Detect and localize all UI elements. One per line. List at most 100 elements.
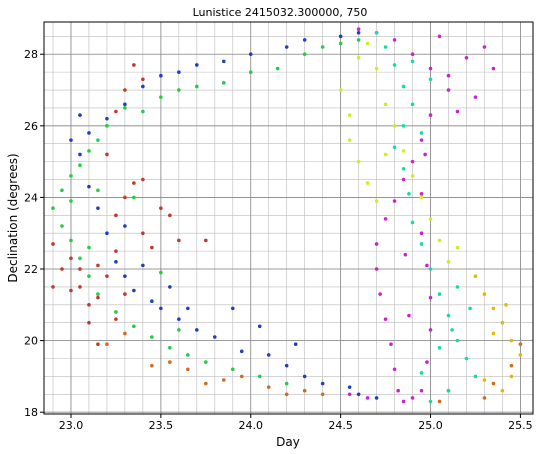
data-point	[468, 306, 472, 311]
data-point	[123, 224, 127, 228]
data-point	[78, 152, 82, 157]
data-point	[383, 102, 388, 107]
data-point	[500, 320, 505, 325]
data-point	[177, 317, 181, 321]
data-point	[123, 106, 127, 110]
data-point	[141, 177, 145, 182]
data-point	[105, 152, 109, 157]
data-point	[141, 77, 145, 82]
axes: 23.0 23.5 24.0 24.5 25.0 25.5 18 20 22 24 26 28	[24, 48, 533, 432]
data-point	[374, 267, 379, 271]
data-point	[407, 313, 411, 318]
data-point	[383, 217, 388, 221]
data-point	[177, 70, 181, 74]
data-point	[455, 338, 460, 343]
data-point	[186, 353, 190, 357]
data-point	[96, 342, 100, 346]
data-point	[266, 353, 271, 357]
data-point	[482, 292, 487, 296]
data-point	[78, 256, 82, 261]
data-point	[401, 124, 406, 128]
x-tick-label: 25.5	[508, 419, 533, 432]
chart-title: Lunistice 2415032.300000, 750	[193, 6, 368, 19]
data-point	[204, 360, 208, 364]
data-point	[150, 363, 154, 368]
data-point	[491, 306, 496, 311]
data-point	[401, 166, 406, 171]
data-point	[383, 317, 388, 321]
data-point	[159, 206, 163, 210]
x-tick-label: 24.0	[238, 419, 263, 432]
data-point	[239, 349, 244, 354]
data-point	[87, 131, 91, 135]
data-point	[419, 388, 424, 393]
data-point	[150, 245, 154, 250]
data-point	[69, 288, 73, 293]
y-tick-label: 26	[24, 120, 38, 133]
data-point	[446, 388, 451, 393]
data-point	[96, 138, 100, 142]
data-point	[392, 145, 397, 150]
data-point	[410, 174, 415, 178]
data-point	[230, 306, 235, 311]
data-point	[320, 45, 325, 49]
data-point	[347, 138, 352, 142]
grid	[44, 22, 533, 414]
data-point	[428, 66, 433, 71]
data-point	[504, 303, 508, 307]
data-point	[105, 342, 109, 346]
data-point	[428, 77, 433, 82]
data-point	[347, 392, 352, 397]
data-point	[356, 38, 361, 42]
data-point	[491, 66, 496, 71]
data-point	[275, 66, 280, 71]
data-point	[446, 313, 451, 318]
data-point	[87, 149, 91, 153]
data-point	[437, 399, 442, 404]
data-point	[114, 109, 118, 114]
data-point	[78, 267, 82, 271]
data-point	[356, 392, 361, 397]
data-point	[482, 45, 487, 49]
data-point	[123, 102, 127, 107]
data-point	[383, 45, 388, 49]
data-point	[186, 306, 190, 311]
data-point	[96, 295, 100, 300]
y-tick-label: 22	[24, 263, 38, 276]
data-point	[150, 335, 154, 339]
data-point	[204, 381, 208, 386]
data-point	[266, 385, 271, 389]
data-point	[464, 55, 469, 60]
data-point	[159, 73, 163, 78]
data-point	[356, 55, 361, 60]
data-point	[96, 188, 100, 193]
data-point	[407, 192, 411, 196]
data-point	[450, 328, 454, 332]
data-point	[419, 192, 424, 196]
data-point	[186, 367, 190, 372]
data-point	[78, 113, 82, 117]
data-point	[96, 263, 100, 268]
y-tick-label: 18	[24, 406, 38, 419]
data-point	[410, 396, 415, 400]
data-point	[141, 109, 145, 114]
data-point	[60, 267, 64, 271]
data-point	[87, 320, 91, 325]
data-point	[132, 181, 136, 185]
x-tick-label: 24.5	[328, 419, 353, 432]
x-tick-label: 23.5	[149, 419, 174, 432]
y-tick-label: 24	[24, 191, 38, 204]
data-point	[425, 360, 429, 364]
data-point	[132, 324, 136, 329]
data-point	[51, 206, 55, 210]
data-point	[338, 41, 343, 46]
data-point	[419, 371, 424, 375]
data-point	[105, 274, 109, 278]
data-point	[123, 274, 127, 278]
data-point	[473, 274, 478, 278]
data-point	[60, 224, 64, 228]
data-point	[419, 131, 424, 135]
data-point	[69, 238, 73, 243]
data-point	[123, 331, 127, 336]
